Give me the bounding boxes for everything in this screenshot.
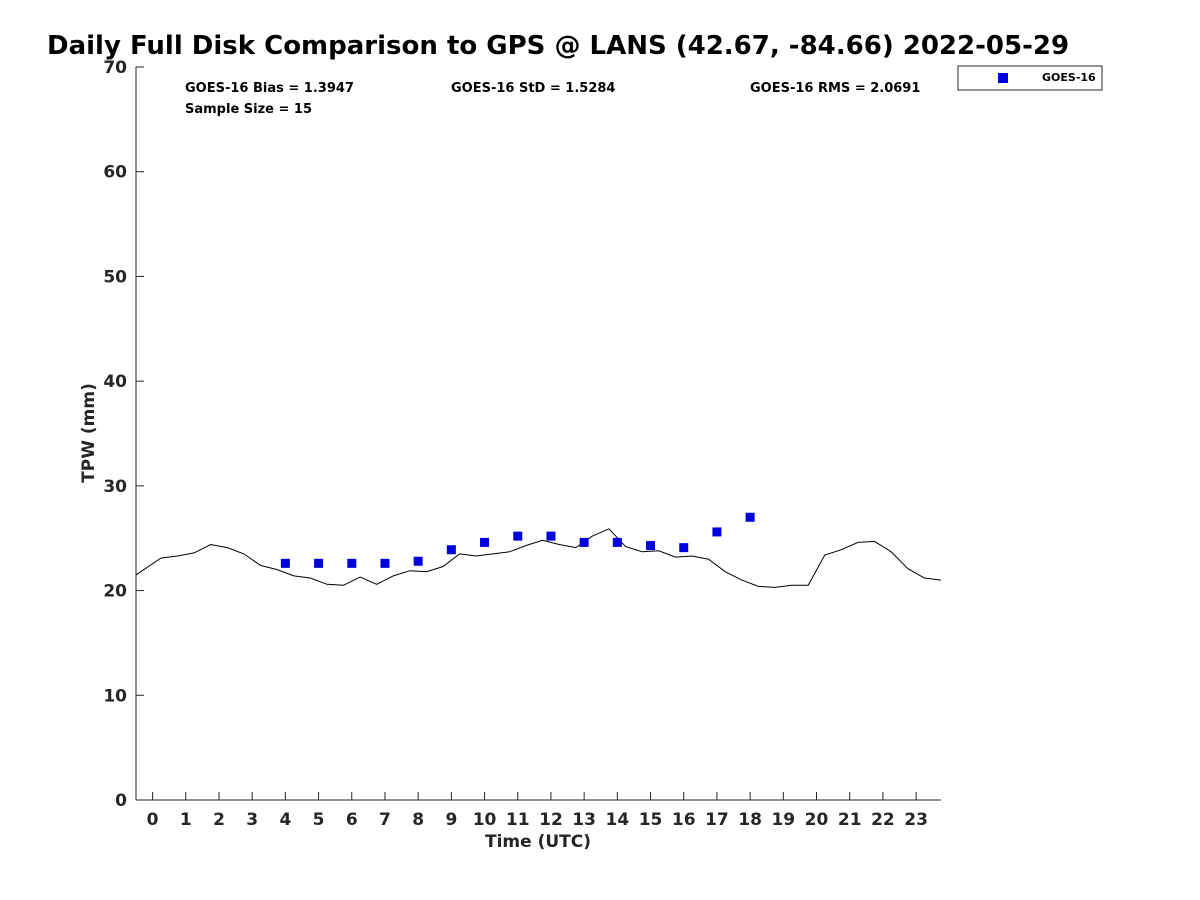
goes16-point <box>380 558 390 568</box>
x-tick-label: 23 <box>904 810 928 830</box>
x-tick-label: 7 <box>379 810 391 830</box>
y-tick-label: 20 <box>103 582 127 602</box>
y-tick-label: 50 <box>103 267 127 287</box>
goes16-point <box>679 543 689 553</box>
x-tick-label: 10 <box>473 810 497 830</box>
goes16-point <box>579 537 589 547</box>
goes16-point <box>280 558 290 568</box>
goes16-point <box>646 541 656 551</box>
y-tick-label: 60 <box>103 163 127 183</box>
y-ticks: 0 10 20 30 40 50 60 70 <box>103 58 144 811</box>
x-tick-label: 21 <box>838 810 862 830</box>
stat-sample-size: Sample Size = 15 <box>185 102 312 117</box>
goes16-point <box>347 558 357 568</box>
goes16-point <box>546 531 556 541</box>
y-tick-label: 30 <box>103 477 127 497</box>
stat-rms: GOES-16 RMS = 2.0691 <box>750 81 920 96</box>
x-tick-label: 18 <box>738 810 762 830</box>
y-axis-label: TPW (mm) <box>79 383 99 483</box>
x-tick-label: 9 <box>445 810 457 830</box>
goes16-point <box>712 527 722 537</box>
x-axis-label: Time (UTC) <box>485 832 591 852</box>
goes16-point <box>745 512 755 522</box>
x-tick-label: 8 <box>412 810 424 830</box>
goes16-point <box>314 558 324 568</box>
goes16-point <box>446 545 456 555</box>
stat-std: GOES-16 StD = 1.5284 <box>451 81 615 96</box>
x-tick-label: 2 <box>213 810 225 830</box>
goes16-point <box>413 556 423 566</box>
chart-title: Daily Full Disk Comparison to GPS @ LANS… <box>47 31 1069 61</box>
x-tick-label: 15 <box>639 810 663 830</box>
x-tick-label: 17 <box>705 810 729 830</box>
x-tick-label: 1 <box>180 810 192 830</box>
y-tick-label: 0 <box>115 791 127 811</box>
stat-bias: GOES-16 Bias = 1.3947 <box>185 81 354 96</box>
x-tick-label: 13 <box>572 810 596 830</box>
x-tick-label: 19 <box>771 810 795 830</box>
legend-label-goes16: GOES-16 <box>1042 71 1096 84</box>
goes16-point <box>513 531 523 541</box>
x-tick-label: 3 <box>246 810 258 830</box>
x-tick-label: 6 <box>346 810 358 830</box>
x-tick-label: 0 <box>147 810 159 830</box>
series-layer <box>135 512 942 588</box>
goes16-point <box>612 537 622 547</box>
x-tick-label: 22 <box>871 810 895 830</box>
x-tick-label: 12 <box>539 810 563 830</box>
y-tick-label: 70 <box>103 58 127 78</box>
x-tick-label: 5 <box>313 810 325 830</box>
legend-box <box>957 65 1103 91</box>
x-ticks: 0 1 2 3 4 5 6 7 8 9 10 11 12 13 14 15 16 17 18 19 20 21 22 23 <box>147 792 928 830</box>
legend: GOES-16 <box>957 65 1103 91</box>
x-tick-label: 4 <box>279 810 291 830</box>
legend-marker-goes16 <box>998 73 1008 83</box>
x-tick-label: 14 <box>606 810 630 830</box>
x-tick-label: 20 <box>805 810 829 830</box>
y-tick-label: 10 <box>103 686 127 706</box>
gps-tpw-line <box>135 528 942 588</box>
y-tick-label: 40 <box>103 372 127 392</box>
goes16-point <box>480 537 490 547</box>
x-tick-label: 16 <box>672 810 696 830</box>
x-tick-label: 11 <box>506 810 530 830</box>
